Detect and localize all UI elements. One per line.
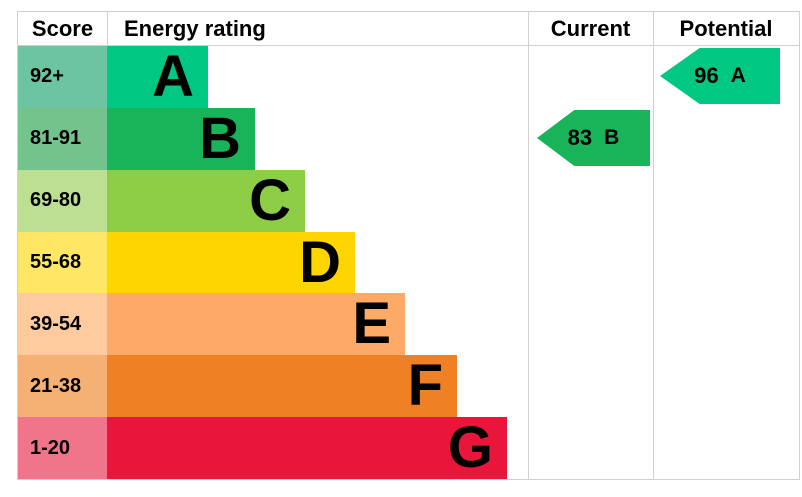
band-row-e: 39-54 E [18, 293, 799, 356]
band-bar-f: F [107, 355, 457, 418]
current-column-divider [528, 12, 529, 479]
header-current: Current [550, 15, 631, 41]
score-range-f: 21-38 [18, 355, 107, 418]
potential-band-letter: A [730, 64, 746, 87]
header-potential: Potential [679, 15, 773, 41]
band-row-d: 55-68 D [18, 231, 799, 294]
score-range-b: 81-91 [18, 107, 107, 170]
score-range-a: 92+ [18, 46, 107, 108]
band-row-a: 92+ A [18, 46, 799, 108]
band-row-f: 21-38 F [18, 355, 799, 418]
potential-value: 96 [694, 63, 719, 88]
header-energy-rating: Energy rating [124, 15, 266, 41]
score-range-c: 69-80 [18, 169, 107, 232]
band-bar-g: G [107, 417, 507, 480]
band-row-b: 81-91 B [18, 107, 799, 170]
current-arrow: 83 B [537, 110, 650, 166]
band-bar-d: D [107, 231, 355, 294]
band-row-g: 1-20 G [18, 417, 799, 480]
potential-arrow: 96 A [660, 48, 780, 104]
band-bar-c: C [107, 169, 305, 232]
band-bar-a: A [107, 46, 208, 108]
header-score: Score [18, 12, 108, 45]
score-range-e: 39-54 [18, 293, 107, 356]
table-header: Score Energy rating Current Potential [18, 12, 799, 46]
band-row-c: 69-80 C [18, 169, 799, 232]
score-range-g: 1-20 [18, 417, 107, 480]
current-band-letter: B [604, 126, 620, 149]
current-value: 83 [567, 125, 593, 150]
score-range-d: 55-68 [18, 231, 107, 294]
potential-column-divider [653, 12, 654, 479]
band-bar-e: E [107, 293, 405, 356]
band-bar-b: B [107, 107, 255, 170]
band-rows: 92+ A 81-91 B 69-80 C 55-68 D 39-54 E 21… [18, 46, 799, 480]
epc-table: Score Energy rating Current Potential 92… [17, 11, 800, 480]
